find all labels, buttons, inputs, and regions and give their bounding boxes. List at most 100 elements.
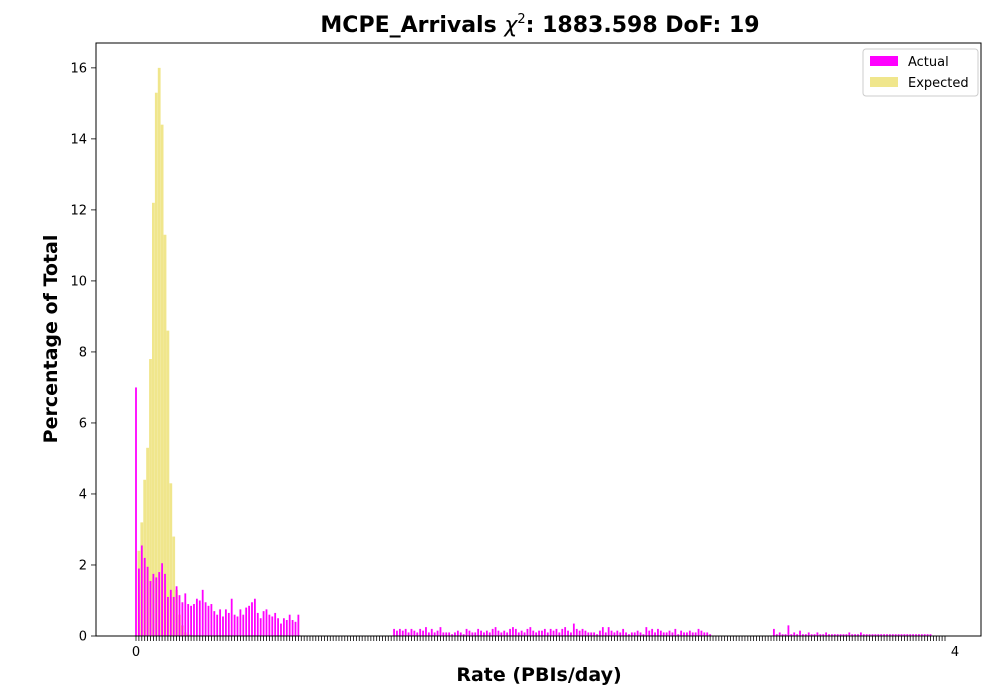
bar-actual — [793, 632, 796, 636]
bar-actual — [570, 632, 572, 636]
bar-actual — [807, 632, 810, 636]
bar-actual — [894, 634, 897, 636]
bar-actual — [251, 602, 253, 636]
bars-group — [135, 67, 932, 637]
bar-actual — [790, 634, 793, 636]
plot-frame — [95, 42, 982, 637]
bar-actual — [517, 632, 520, 636]
bar-actual — [459, 632, 462, 636]
bar-actual — [477, 628, 480, 636]
bar-expected — [160, 124, 164, 637]
bar-actual — [454, 632, 456, 636]
legend-label-actual: Actual — [908, 55, 949, 70]
bar-actual — [630, 632, 633, 636]
bar-actual — [248, 605, 250, 636]
bar-actual — [526, 628, 529, 636]
bar-actual — [674, 628, 677, 636]
bar-actual — [413, 630, 416, 636]
bar-actual — [396, 630, 398, 636]
bar-actual — [883, 634, 886, 636]
bar-actual — [535, 632, 538, 636]
bar-actual — [688, 630, 691, 636]
bar-expected — [163, 234, 167, 636]
bar-actual — [839, 634, 842, 636]
bar-actual — [488, 632, 491, 636]
bar-actual — [404, 628, 407, 636]
bar-actual — [915, 634, 917, 636]
y-tick-label: 14 — [70, 132, 87, 147]
bar-actual — [633, 632, 636, 636]
bar-actual — [471, 632, 474, 636]
bar-actual — [503, 630, 506, 636]
bar-actual — [703, 632, 706, 636]
bar-actual — [558, 632, 561, 636]
bar-actual — [909, 634, 912, 636]
bar-actual — [239, 609, 242, 636]
bar-actual — [236, 616, 239, 636]
bar-actual — [564, 627, 567, 636]
bar-actual — [213, 611, 216, 636]
bar-actual — [433, 632, 436, 636]
bar-actual — [143, 557, 146, 636]
bar-actual — [204, 602, 207, 636]
bar-actual — [642, 634, 645, 636]
bar-actual — [280, 623, 282, 636]
bar-actual — [773, 628, 775, 636]
bar-actual — [190, 605, 192, 636]
bar-actual — [201, 589, 204, 636]
bar-actual — [868, 634, 871, 636]
bar-actual — [659, 630, 662, 636]
y-tick-label: 6 — [79, 416, 87, 431]
bar-actual — [625, 632, 627, 636]
bar-actual — [291, 620, 294, 636]
bar-actual — [135, 387, 137, 636]
bar-actual — [816, 632, 819, 636]
bar-actual — [407, 632, 410, 636]
bar-actual — [613, 632, 616, 636]
bar-actual — [880, 634, 883, 636]
bar-actual — [648, 630, 651, 636]
bar-actual — [555, 628, 558, 636]
bar-actual — [256, 612, 259, 636]
bar-actual — [140, 545, 143, 636]
bar-actual — [822, 634, 825, 636]
y-tick-label: 4 — [79, 487, 87, 502]
bar-actual — [802, 634, 804, 636]
bar-actual — [616, 630, 619, 636]
bar-actual — [268, 614, 271, 636]
bar-actual — [442, 632, 445, 636]
bar-actual — [813, 634, 816, 636]
bar-actual — [607, 627, 610, 636]
bar-actual — [483, 632, 485, 636]
legend: Actual Expected — [862, 48, 979, 97]
bar-actual — [297, 614, 300, 636]
bar-expected — [149, 359, 152, 636]
bar-actual — [886, 634, 888, 636]
bar-actual — [227, 612, 230, 636]
bar-actual — [532, 630, 535, 636]
bar-actual — [207, 605, 210, 636]
bar-actual — [874, 634, 877, 636]
bar-actual — [575, 628, 578, 636]
bar-actual — [538, 630, 540, 636]
bar-actual — [593, 632, 596, 636]
bar-actual — [439, 627, 442, 636]
title-superscript: 2 — [517, 12, 525, 27]
bar-actual — [691, 632, 694, 636]
bar-expected — [172, 536, 176, 636]
bar-actual — [857, 634, 859, 636]
bar-actual — [193, 604, 195, 636]
bar-actual — [271, 616, 274, 636]
bar-actual — [262, 611, 265, 636]
bar-actual — [456, 630, 459, 636]
bar-actual — [178, 595, 181, 636]
bar-actual — [161, 563, 163, 636]
bar-actual — [604, 632, 607, 636]
bar-actual — [245, 607, 248, 636]
bar-actual — [848, 632, 851, 636]
bar-actual — [694, 632, 697, 636]
bar-actual — [654, 632, 656, 636]
title-prefix: MCPE_Arrivals — [320, 13, 504, 38]
legend-label-expected: Expected — [908, 76, 969, 91]
bar-actual — [578, 630, 581, 636]
